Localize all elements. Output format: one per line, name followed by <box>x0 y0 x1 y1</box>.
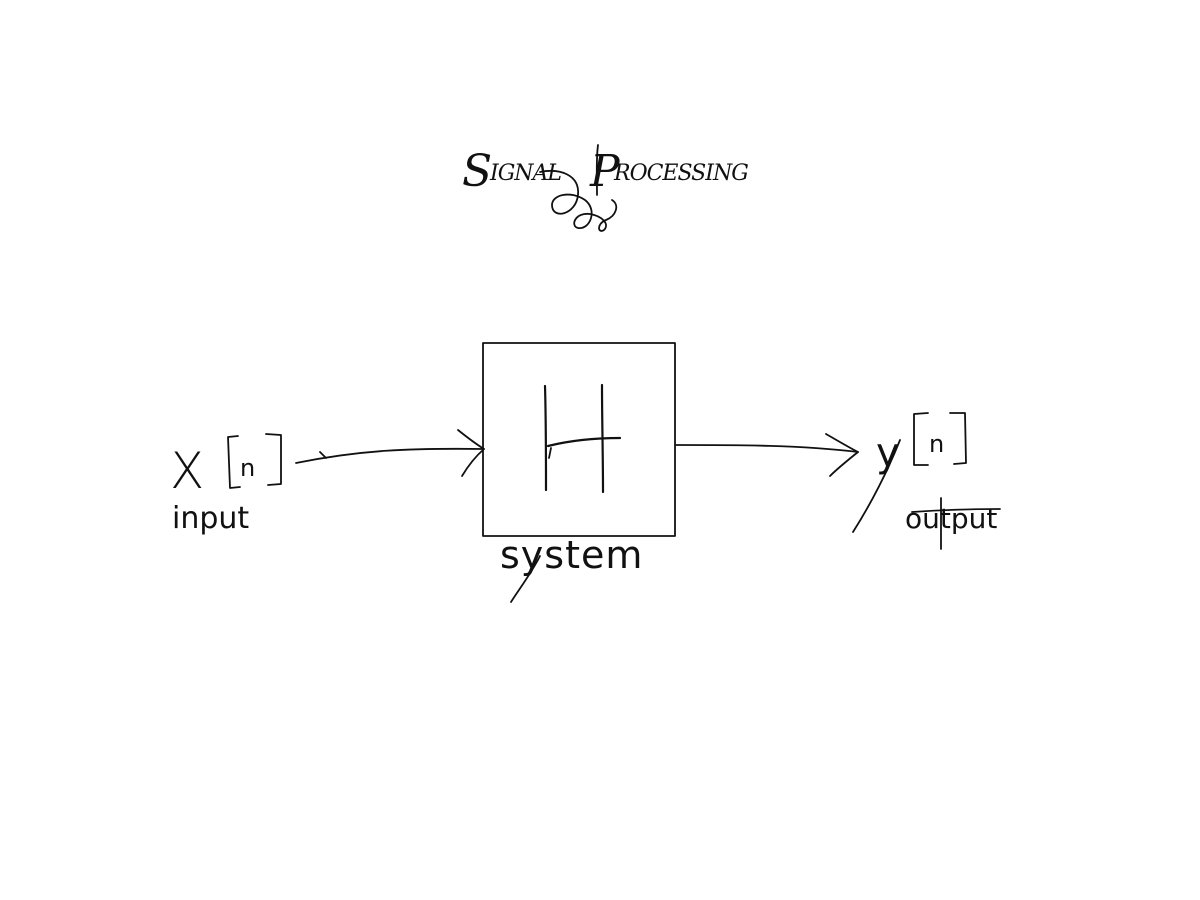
input-left-bracket <box>227 435 241 489</box>
title-word2-initial: P <box>589 146 621 197</box>
title-word2-rest: ROCESSING <box>613 161 748 186</box>
output-signal: y n output <box>852 412 1001 550</box>
output-y-tail <box>852 439 901 533</box>
diagram-title: S IGNAL P ROCESSING <box>462 144 749 232</box>
input-right-bracket <box>265 433 282 486</box>
system-box <box>482 342 676 537</box>
output-caption-crossbar <box>911 508 1001 513</box>
input-caption: input <box>172 501 249 536</box>
output-right-bracket <box>949 412 967 465</box>
input-symbol: X <box>170 442 204 500</box>
system-caption-descender <box>510 555 541 603</box>
input-signal: X n input <box>170 433 282 536</box>
output-caption: output <box>905 502 997 535</box>
input-arrow <box>295 429 485 477</box>
input-arrow-line <box>295 447 485 464</box>
input-index: n <box>240 454 255 482</box>
system-h-tick <box>548 447 552 459</box>
title-word1-rest: IGNAL <box>489 161 561 186</box>
input-arrow-head <box>457 429 485 477</box>
output-arrow <box>675 433 859 477</box>
title-flourish <box>539 170 618 232</box>
output-arrow-line <box>675 444 859 453</box>
system-block: H system <box>482 342 676 603</box>
system-caption: system <box>500 533 643 577</box>
input-arrow-tick <box>319 451 327 459</box>
system-h-left-stroke <box>543 384 548 492</box>
output-symbol: y <box>876 430 900 476</box>
output-index: n <box>929 430 944 458</box>
output-arrow-head <box>825 433 859 477</box>
system-h-crossbar <box>546 436 622 448</box>
output-left-bracket <box>913 412 929 466</box>
title-p-stem <box>595 144 599 196</box>
title-word1-initial: S <box>462 146 492 197</box>
